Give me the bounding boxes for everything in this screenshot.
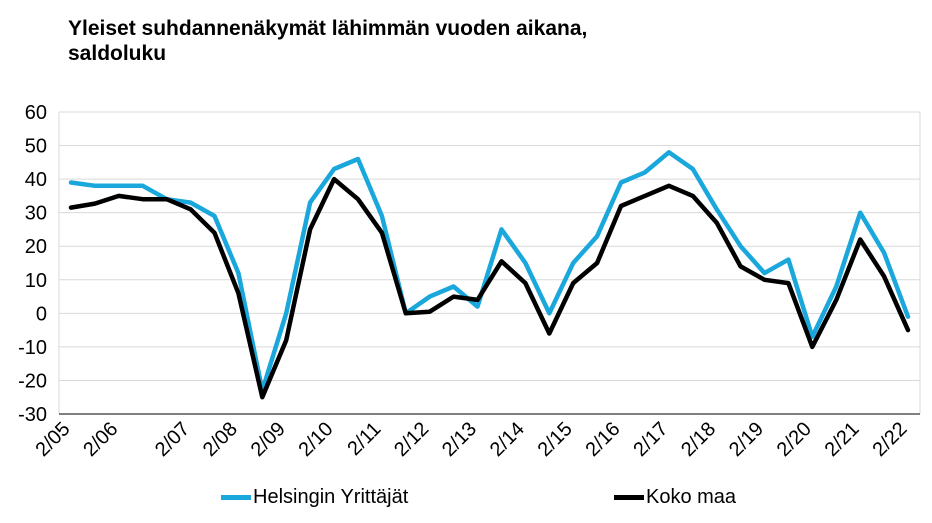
x-tick-label-9: 2/14 — [486, 418, 529, 461]
grid-lines — [58, 111, 921, 415]
x-tick-label-5: 2/10 — [295, 418, 338, 461]
legend-item-series-1: Helsingin Yrittäjät — [221, 486, 408, 509]
x-tick-label-12: 2/17 — [629, 418, 672, 461]
y-tick-label-5: 10 — [25, 270, 47, 292]
x-tick-label-13: 2/18 — [677, 418, 720, 461]
y-axis-tick-labels: 60 50 40 30 20 10 0 -10 -20 -30 — [18, 102, 47, 426]
x-tick-label-11: 2/16 — [581, 418, 624, 461]
y-tick-label-0: 60 — [25, 102, 47, 124]
x-tick-label-7: 2/12 — [390, 418, 433, 461]
x-tick-label-6: 2/11 — [343, 418, 385, 460]
x-tick-label-17: 2/22 — [868, 418, 911, 461]
y-tick-label-8: -20 — [18, 370, 47, 392]
x-tick-label-16: 2/21 — [821, 418, 864, 461]
series-line-1 — [68, 150, 911, 393]
legend-label-series-2: Koko maa — [646, 486, 737, 508]
x-tick-label-14: 2/19 — [725, 418, 768, 461]
x-tick-label-1: 2/06 — [79, 418, 122, 461]
legend-swatch-series-2 — [614, 495, 644, 500]
legend-item-series-2: Koko maa — [614, 486, 736, 509]
chart-title-line-2: saldoluku — [68, 42, 167, 65]
x-tick-label-8: 2/13 — [438, 418, 481, 461]
y-tick-label-7: -10 — [18, 337, 47, 359]
x-tick-label-4: 2/09 — [247, 418, 290, 461]
chart-title-line-1: Yleiset suhdannenäkymät lähimmän vuoden … — [68, 17, 588, 40]
series-lines — [68, 150, 911, 400]
y-tick-label-4: 20 — [25, 236, 47, 258]
y-tick-label-1: 50 — [25, 136, 47, 158]
x-tick-label-2: 2/07 — [151, 418, 194, 461]
x-axis-tick-labels: 2/05 2/06 2/07 2/08 2/09 2/10 2/11 2/12 2/13 2/14… — [31, 418, 911, 461]
x-tick-label-10: 2/15 — [534, 418, 577, 461]
y-tick-label-2: 40 — [25, 169, 47, 191]
legend-label-series-1: Helsingin Yrittäjät — [253, 486, 409, 508]
chart-title: Yleiset suhdannenäkymät lähimmän vuoden … — [68, 16, 587, 66]
x-tick-label-15: 2/20 — [773, 418, 816, 461]
legend-swatch-series-1 — [221, 495, 251, 500]
y-tick-label-6: 0 — [36, 303, 47, 325]
x-tick-label-3: 2/08 — [199, 418, 242, 461]
y-tick-label-3: 30 — [25, 203, 47, 225]
series-line-2 — [68, 176, 911, 400]
y-tick-label-9: -30 — [18, 404, 47, 426]
